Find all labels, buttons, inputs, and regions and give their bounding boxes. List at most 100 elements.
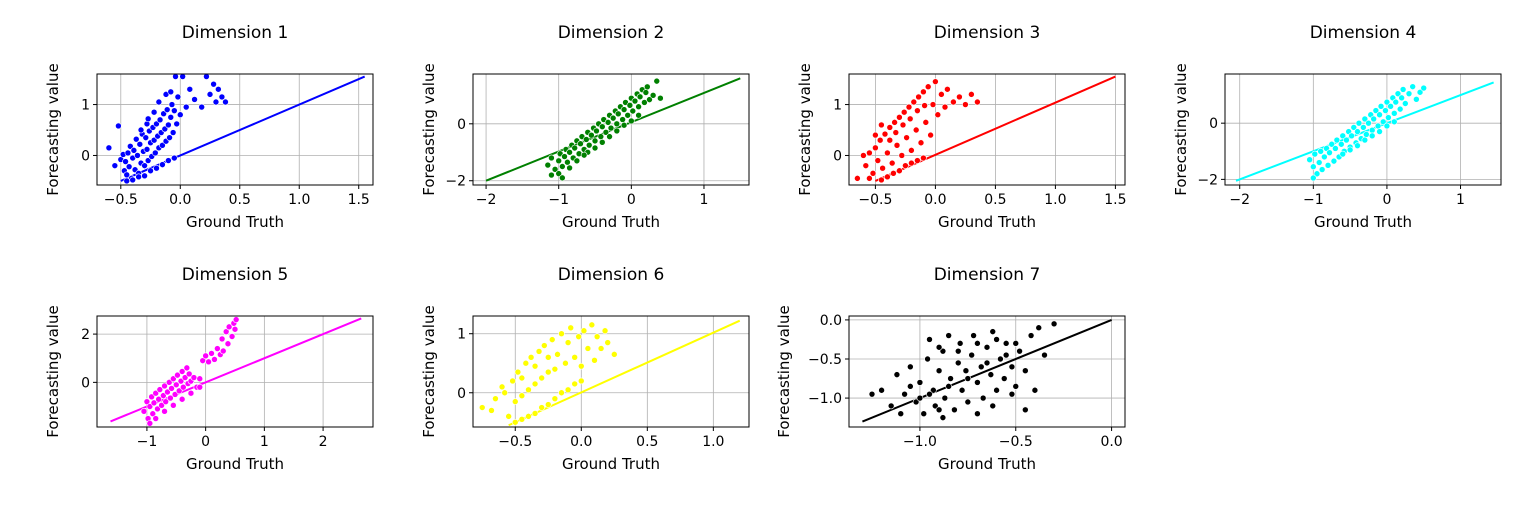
data-point	[163, 106, 171, 113]
data-point	[956, 340, 964, 347]
data-point	[228, 333, 236, 340]
data-point	[974, 379, 981, 386]
axes-frame	[848, 73, 1126, 186]
data-point	[531, 410, 539, 417]
data-point	[1313, 170, 1321, 178]
data-point	[166, 134, 173, 141]
data-point	[1031, 386, 1039, 394]
subplot-2: −2 −1 0 1 −2 0 Dimension 2 Ground Truth Forecast…	[420, 23, 750, 231]
x-tick-label: 0	[201, 434, 210, 450]
data-point	[548, 171, 555, 179]
data-point	[868, 390, 876, 398]
data-point	[577, 140, 584, 148]
data-point	[628, 117, 635, 125]
data-point	[203, 74, 210, 80]
data-point	[641, 99, 648, 106]
axes-frame	[848, 315, 1126, 428]
data-point	[548, 336, 556, 343]
data-point	[879, 164, 886, 172]
data-point	[931, 402, 939, 410]
data-point	[559, 174, 566, 182]
data-point	[498, 383, 506, 391]
subplot-title: Dimension 5	[182, 265, 289, 285]
data-point	[1016, 347, 1023, 355]
y-tick-label: 0	[1209, 116, 1218, 132]
data-point	[954, 359, 962, 367]
data-point	[561, 153, 568, 160]
data-point	[567, 324, 575, 332]
data-point	[1318, 166, 1326, 173]
data-point	[901, 390, 908, 398]
x-tick-label: 1	[700, 192, 709, 208]
data-point	[626, 102, 634, 109]
data-point	[134, 152, 141, 159]
data-point	[1376, 128, 1383, 135]
scatter-points	[868, 320, 1058, 421]
data-point	[492, 395, 499, 402]
data-point	[892, 129, 900, 136]
data-point	[172, 381, 180, 389]
data-point	[924, 83, 932, 91]
data-point	[171, 154, 178, 162]
data-point	[629, 107, 637, 115]
data-point	[137, 126, 145, 134]
data-point	[935, 343, 943, 351]
scatter-points	[854, 78, 981, 184]
data-point	[872, 131, 879, 139]
data-point	[1310, 163, 1317, 171]
data-point	[886, 124, 894, 131]
data-point	[607, 124, 615, 132]
data-point	[148, 393, 155, 401]
data-point	[905, 103, 913, 111]
data-point	[1012, 383, 1020, 390]
data-point	[597, 133, 605, 140]
data-point	[939, 414, 947, 421]
y-tick-label: 2	[81, 327, 90, 343]
data-point	[1390, 118, 1398, 126]
data-point	[170, 375, 177, 383]
data-point	[571, 380, 578, 388]
x-axis-label: Ground Truth	[562, 455, 660, 473]
data-point	[609, 114, 617, 122]
data-point	[544, 161, 552, 169]
data-point	[886, 136, 894, 144]
data-point	[862, 162, 870, 169]
data-point	[141, 162, 148, 169]
data-point	[132, 135, 140, 143]
data-point	[177, 377, 185, 385]
x-tick-label: −2	[1229, 192, 1250, 208]
x-tick-label: 0	[627, 192, 636, 208]
data-point	[896, 113, 903, 121]
data-point	[509, 377, 516, 385]
data-point	[910, 98, 918, 106]
data-point	[1396, 105, 1404, 113]
data-point	[214, 345, 221, 352]
data-point	[127, 143, 134, 150]
data-point	[150, 399, 158, 407]
data-point	[881, 130, 889, 138]
data-point	[899, 121, 907, 129]
data-point	[657, 94, 664, 102]
x-tick-label: 0.0	[169, 192, 191, 208]
data-point	[140, 408, 148, 415]
data-point	[606, 133, 613, 140]
data-point	[987, 371, 995, 378]
data-point	[143, 146, 151, 153]
data-point	[860, 152, 867, 159]
data-point	[614, 110, 622, 118]
data-point	[196, 375, 204, 383]
data-point	[564, 158, 571, 166]
data-point	[902, 162, 909, 169]
data-point	[535, 348, 543, 355]
data-point	[1337, 140, 1345, 148]
data-point	[1311, 150, 1319, 158]
data-point	[551, 395, 559, 402]
data-point	[597, 345, 605, 352]
data-point	[977, 363, 985, 371]
data-point	[884, 173, 891, 181]
data-point	[150, 108, 158, 116]
data-point	[912, 126, 920, 134]
data-point	[190, 374, 198, 381]
data-point	[544, 368, 552, 376]
data-point	[890, 169, 897, 177]
